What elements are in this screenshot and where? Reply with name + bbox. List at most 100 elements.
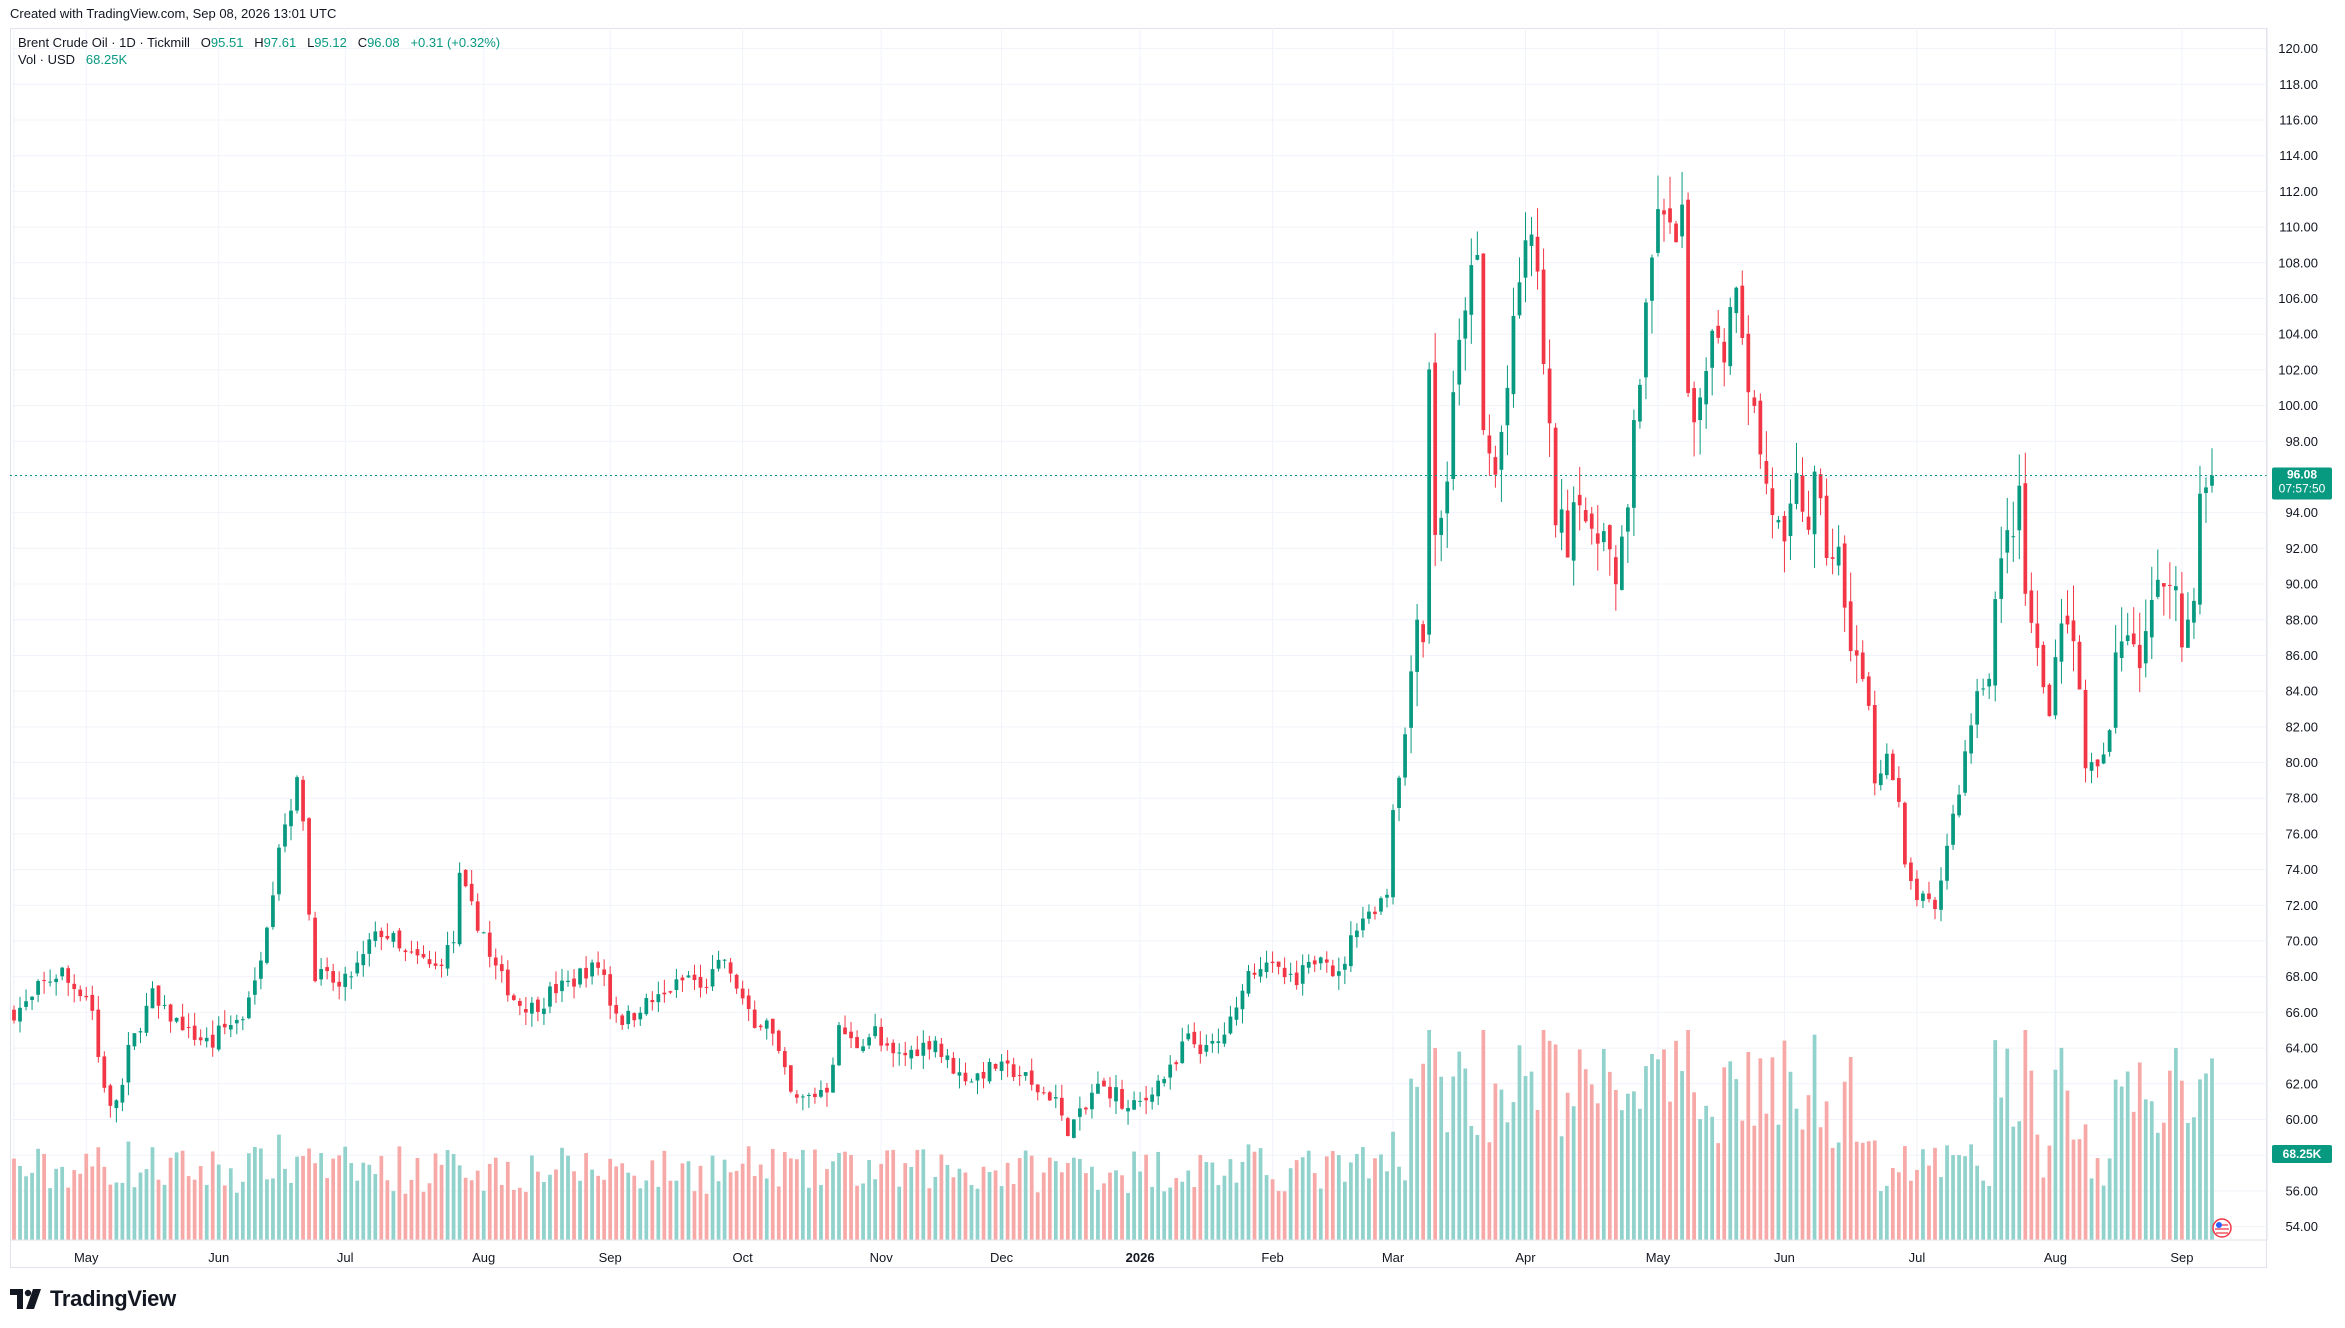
volume-bar — [1373, 1158, 1377, 1240]
candle — [1650, 254, 1654, 334]
timezone-flag-icon[interactable] — [2212, 1218, 2232, 1238]
candle — [499, 955, 504, 983]
volume-bar — [2095, 1158, 2100, 1240]
volume-bar — [475, 1170, 480, 1240]
candle-body — [1047, 1092, 1052, 1101]
candle-body — [1427, 369, 1432, 635]
candle — [1361, 906, 1365, 938]
candle-body — [114, 1100, 119, 1109]
volume-bar — [499, 1184, 504, 1240]
time-tick-label: Nov — [870, 1250, 894, 1265]
chart-legend[interactable]: Brent Crude Oil · 1D · Tickmill O95.51 H… — [18, 34, 500, 68]
candle — [2023, 452, 2028, 606]
volume-bar — [1999, 1097, 2004, 1240]
candle-body — [174, 1017, 179, 1022]
candle-body — [1324, 959, 1329, 963]
candle-body — [2023, 483, 2028, 594]
legend-symbol-row[interactable]: Brent Crude Oil · 1D · Tickmill O95.51 H… — [18, 34, 500, 51]
candle-body — [2035, 623, 2040, 648]
candle-body — [993, 1063, 998, 1069]
time-tick-label: 2026 — [1126, 1250, 1155, 1265]
volume-bar — [548, 1174, 552, 1240]
candle-body — [861, 1046, 865, 1051]
candle — [1005, 1050, 1010, 1078]
candle-body — [1601, 531, 1606, 543]
volume-bar — [1409, 1078, 1413, 1240]
volume-bar — [728, 1172, 733, 1240]
volume-bar — [1144, 1154, 1148, 1240]
volume-bar — [1487, 1142, 1492, 1240]
price-axis[interactable]: 54.0056.0058.0060.0062.0064.0066.0068.00… — [2266, 28, 2318, 1240]
legend-volume-row[interactable]: Vol · USD 68.25K — [18, 51, 500, 68]
volume-bar — [2119, 1086, 2124, 1240]
candle-body — [1469, 265, 1474, 315]
volume-bar — [873, 1179, 878, 1240]
volume-bar — [1041, 1172, 1046, 1240]
candle — [1168, 1055, 1173, 1090]
volume-bar — [951, 1177, 956, 1240]
candle — [114, 1099, 119, 1123]
volume-bar — [1740, 1120, 1745, 1240]
volume-bar — [1842, 1081, 1847, 1240]
volume-badge: 68.25K — [2272, 1145, 2332, 1163]
candle-body — [855, 1037, 859, 1049]
tradingview-logo[interactable]: TradingView — [10, 1286, 176, 1312]
time-axis[interactable]: May Jun Jul Aug Sep Oct Nov Dec 2026 Feb Mar Apr May… — [10, 1239, 2267, 1265]
candle-body — [873, 1026, 878, 1037]
volume-bar — [186, 1176, 191, 1240]
volume-bar — [542, 1181, 546, 1240]
candle — [1102, 1077, 1106, 1087]
candle-body — [337, 981, 342, 987]
candle-body — [1505, 387, 1510, 426]
candle — [1288, 962, 1293, 982]
candle — [1824, 478, 1829, 566]
volume-bar — [674, 1180, 679, 1240]
last-volume-value: 68.25K — [2283, 1147, 2322, 1161]
candle-body — [1662, 210, 1666, 215]
candle — [126, 1032, 131, 1096]
candle-body — [1493, 457, 1498, 475]
candle — [1065, 1116, 1070, 1137]
candle-body — [1511, 315, 1516, 395]
candle — [1632, 409, 1636, 536]
candle — [1499, 425, 1504, 502]
candle-body — [30, 996, 34, 1000]
candle — [1987, 673, 1992, 700]
candle — [415, 941, 420, 964]
volume-bar — [1565, 1092, 1570, 1240]
candle-body — [1854, 650, 1859, 656]
candle-body — [1656, 209, 1660, 253]
volume-bar — [2059, 1047, 2064, 1240]
candle-body — [2113, 652, 2118, 728]
candle-body — [397, 930, 402, 949]
candle — [2210, 448, 2214, 493]
volume-bar — [2210, 1058, 2214, 1240]
candle-body — [1373, 911, 1377, 915]
candle — [1583, 497, 1588, 524]
volume-bar — [1535, 1109, 1540, 1240]
volume-bar — [1921, 1149, 1925, 1240]
volume-bar — [933, 1176, 938, 1240]
candle-body — [2149, 599, 2154, 638]
volume-bar — [1367, 1178, 1371, 1240]
volume-label: Vol · USD — [18, 52, 76, 67]
candle-body — [90, 994, 95, 1011]
volume-bar — [2053, 1069, 2058, 1240]
candle-body — [722, 959, 727, 961]
candle — [1686, 192, 1690, 398]
candle — [2161, 582, 2166, 616]
volume-bar — [1523, 1076, 1528, 1240]
price-tick-label: 80.00 — [2285, 755, 2318, 770]
candle — [873, 1013, 878, 1039]
volume-bar — [668, 1180, 673, 1240]
candle — [192, 1012, 197, 1046]
candle — [1156, 1074, 1161, 1106]
candle-body — [1078, 1108, 1082, 1117]
candle-body — [42, 980, 46, 982]
last-price-badge: 96.08 07:57:50 — [2272, 467, 2332, 500]
candle — [578, 967, 582, 988]
volume-bar — [1866, 1141, 1871, 1240]
volume-value: 68.25K — [85, 52, 128, 67]
